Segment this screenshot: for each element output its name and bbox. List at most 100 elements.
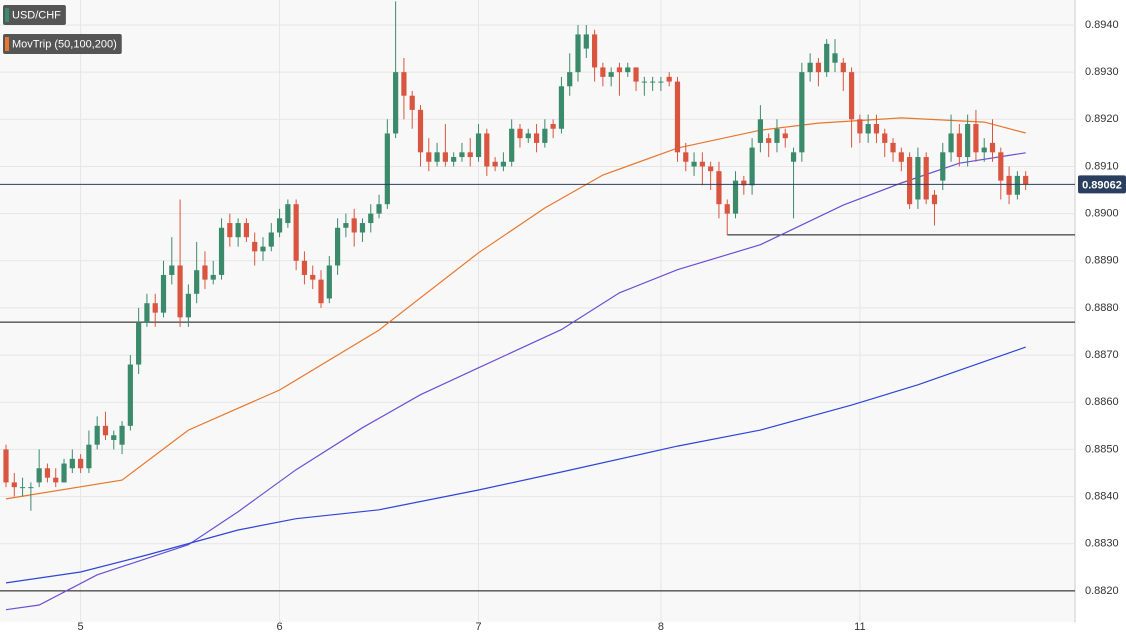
candle-body	[401, 72, 407, 96]
x-tick-label: 7	[475, 621, 481, 633]
candle-body	[111, 435, 117, 440]
candle-body	[774, 128, 780, 143]
candle-body	[840, 62, 846, 73]
candle-body	[119, 425, 125, 445]
candle-body	[716, 171, 722, 205]
candle-body	[227, 223, 233, 238]
candle-body	[542, 128, 548, 143]
candle-body	[384, 133, 390, 205]
y-tick-label: 0.8890	[1085, 255, 1119, 267]
candle-body	[492, 161, 498, 167]
y-tick-label: 0.8820	[1085, 585, 1119, 597]
candle-body	[989, 142, 996, 153]
candle-body	[376, 204, 382, 214]
candle-body	[285, 204, 291, 224]
legend-swatch	[5, 8, 9, 22]
legend-label: MovTrip (50,100,200)	[12, 38, 117, 50]
candle-body	[757, 119, 763, 143]
candle-body	[749, 147, 755, 186]
candle-body	[127, 364, 133, 426]
candle-body	[235, 223, 241, 238]
candle-body	[965, 124, 971, 158]
candle-body	[890, 142, 896, 153]
candle-body	[948, 133, 954, 153]
candle-body	[608, 72, 614, 77]
candle-body	[160, 274, 167, 313]
candle-body	[517, 128, 523, 139]
candle-body	[28, 487, 34, 489]
candle-body	[442, 152, 448, 162]
moving-average	[5, 152, 1026, 611]
candle-body	[36, 468, 42, 483]
candle-body	[650, 81, 656, 83]
candle-body	[276, 218, 283, 233]
y-tick-label: 0.8850	[1085, 443, 1119, 455]
candle-body	[467, 152, 473, 158]
candle-body	[169, 265, 175, 275]
candle-body	[691, 161, 697, 167]
candle-body	[923, 157, 929, 200]
candle-body	[301, 260, 308, 275]
candle-body	[343, 223, 349, 228]
candle-body	[981, 147, 987, 153]
candle-body	[44, 468, 51, 478]
candle-body	[359, 223, 366, 233]
legend-label: USD/CHF	[12, 9, 61, 21]
moving-average	[5, 117, 1026, 500]
candle-body	[218, 227, 225, 275]
candle-body	[616, 67, 623, 73]
legend-swatch	[5, 37, 9, 51]
candle-body	[1006, 175, 1012, 195]
candle-body	[61, 463, 67, 483]
candle-body	[724, 204, 730, 214]
candle-body	[815, 62, 822, 73]
candle-body	[567, 72, 573, 87]
candle-body	[674, 81, 681, 153]
candle-body	[426, 152, 432, 162]
candle-body	[484, 133, 490, 167]
candle-body	[931, 194, 938, 205]
candle-body	[882, 133, 888, 143]
candle-body	[11, 482, 17, 488]
candle-body	[310, 274, 316, 280]
y-tick-label: 0.8920	[1085, 113, 1119, 125]
y-tick-label: 0.8860	[1085, 396, 1119, 408]
candle-body	[69, 458, 75, 469]
candle-body	[144, 303, 150, 323]
candle-body	[807, 62, 813, 73]
candle-body	[260, 246, 266, 252]
candle-body	[525, 133, 531, 139]
candle-body	[865, 124, 871, 134]
candle-body	[790, 152, 797, 162]
x-tick-label: 11	[854, 621, 865, 633]
candle-body	[102, 425, 109, 436]
y-tick-label: 0.8830	[1085, 538, 1119, 550]
candle-body	[368, 213, 374, 224]
candle-body	[591, 34, 598, 68]
candle-body	[641, 81, 647, 83]
candle-body	[3, 449, 9, 483]
candle-body	[1023, 175, 1029, 185]
candle-body	[998, 152, 1004, 181]
candle-body	[293, 204, 299, 261]
y-tick-label: 0.8930	[1085, 66, 1119, 78]
candle-body	[832, 53, 838, 63]
candle-body	[699, 161, 705, 167]
candle-body	[898, 152, 904, 162]
candle-body	[94, 425, 100, 445]
candle-body	[53, 477, 59, 483]
candle-body	[732, 180, 739, 214]
candle-body	[956, 133, 962, 158]
candle-body	[500, 161, 506, 167]
candle-body	[683, 152, 689, 162]
candle-body	[210, 274, 216, 280]
candle-body	[799, 72, 805, 153]
x-tick-label: 5	[78, 621, 84, 633]
candle-body	[475, 133, 482, 158]
x-tick-label: 8	[658, 621, 664, 633]
candle-body	[335, 227, 341, 266]
legend-box	[3, 5, 66, 25]
candle-body	[873, 124, 880, 134]
x-tick-label: 6	[277, 621, 283, 633]
